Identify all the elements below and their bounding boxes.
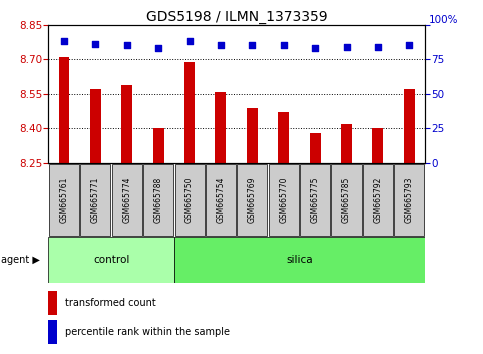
Text: GSM665750: GSM665750: [185, 177, 194, 223]
Text: GSM665770: GSM665770: [279, 177, 288, 223]
Point: [374, 44, 382, 50]
Bar: [184, 62, 195, 163]
Bar: [206, 164, 236, 236]
Bar: [48, 291, 57, 315]
Bar: [404, 89, 415, 163]
Text: GSM665792: GSM665792: [373, 177, 383, 223]
Point: [123, 42, 131, 48]
Bar: [48, 237, 174, 283]
Bar: [90, 89, 101, 163]
Bar: [215, 91, 227, 163]
Bar: [49, 164, 79, 236]
Point: [92, 41, 99, 47]
Point: [280, 42, 288, 48]
Bar: [247, 108, 258, 163]
Bar: [331, 164, 362, 236]
Point: [312, 45, 319, 51]
Bar: [237, 164, 268, 236]
Bar: [269, 164, 299, 236]
Bar: [278, 112, 289, 163]
Bar: [143, 164, 173, 236]
Text: 100%: 100%: [429, 15, 459, 25]
Text: GSM665754: GSM665754: [216, 177, 226, 223]
Text: silica: silica: [286, 255, 313, 265]
Bar: [121, 85, 132, 163]
Bar: [372, 128, 384, 163]
Point: [406, 42, 413, 48]
Point: [249, 42, 256, 48]
Bar: [174, 237, 425, 283]
Text: GSM665769: GSM665769: [248, 177, 257, 223]
Bar: [341, 124, 352, 163]
Bar: [58, 57, 70, 163]
Text: control: control: [93, 255, 129, 265]
Bar: [153, 128, 164, 163]
Bar: [112, 164, 142, 236]
Point: [60, 39, 68, 44]
Text: agent ▶: agent ▶: [1, 255, 40, 265]
Point: [186, 39, 194, 44]
Point: [217, 42, 225, 48]
Text: percentile rank within the sample: percentile rank within the sample: [65, 327, 230, 337]
Bar: [174, 164, 205, 236]
Text: GSM665785: GSM665785: [342, 177, 351, 223]
Point: [155, 45, 162, 51]
Text: GSM665788: GSM665788: [154, 177, 163, 223]
Bar: [48, 320, 57, 344]
Text: GSM665761: GSM665761: [59, 177, 69, 223]
Text: GSM665771: GSM665771: [91, 177, 100, 223]
Bar: [394, 164, 425, 236]
Bar: [363, 164, 393, 236]
Text: GSM665793: GSM665793: [405, 177, 414, 223]
Text: GSM665775: GSM665775: [311, 177, 320, 223]
Bar: [310, 133, 321, 163]
Title: GDS5198 / ILMN_1373359: GDS5198 / ILMN_1373359: [146, 10, 327, 24]
Bar: [80, 164, 111, 236]
Point: [343, 44, 351, 50]
Text: transformed count: transformed count: [65, 298, 156, 308]
Text: GSM665774: GSM665774: [122, 177, 131, 223]
Bar: [300, 164, 330, 236]
